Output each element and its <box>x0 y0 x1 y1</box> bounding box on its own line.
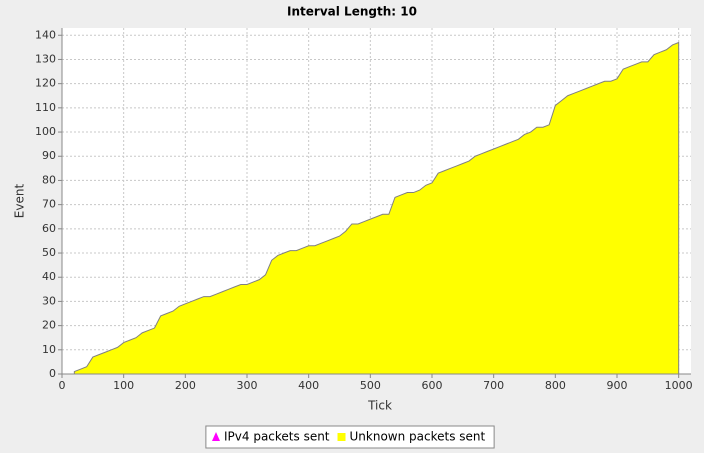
legend-marker <box>212 432 220 441</box>
y-tick-label: 90 <box>42 149 56 162</box>
x-tick-label: 300 <box>237 379 258 392</box>
x-tick-label: 200 <box>175 379 196 392</box>
y-tick-label: 10 <box>42 343 56 356</box>
y-tick-label: 0 <box>49 367 56 380</box>
legend-marker <box>337 433 346 441</box>
y-tick-label: 50 <box>42 246 56 259</box>
area <box>73 41 680 375</box>
y-tick-label: 40 <box>42 270 56 283</box>
x-tick-label: 400 <box>298 379 319 392</box>
x-tick-label: 0 <box>59 379 66 392</box>
y-tick-label: 100 <box>35 125 56 138</box>
legend-box <box>205 425 495 449</box>
legend: IPv4 packets sent Unknown packets sent <box>205 425 495 449</box>
x-tick-label: 100 <box>113 379 134 392</box>
y-tick-label: 120 <box>35 77 56 90</box>
y-tick-label: 20 <box>42 319 56 332</box>
legend-label: Unknown packets sent <box>350 430 486 444</box>
chart-title: Interval Length: 10 <box>287 5 417 19</box>
legend-label: IPv4 packets sent <box>224 430 330 444</box>
x-tick-label: 600 <box>422 379 443 392</box>
y-tick-label: 80 <box>42 173 56 186</box>
y-tick-label: 110 <box>35 101 56 114</box>
x-tick-label: 700 <box>483 379 504 392</box>
y-tick-label: 140 <box>35 28 56 41</box>
x-tick-label: 1000 <box>665 379 693 392</box>
y-tick-label: 130 <box>35 52 56 65</box>
x-tick-label: 500 <box>360 379 381 392</box>
x-tick-label: 800 <box>545 379 566 392</box>
y-tick-label: 30 <box>42 294 56 307</box>
y-axis-label: Event <box>13 184 27 219</box>
x-tick-label: 900 <box>607 379 628 392</box>
y-tick-label: 60 <box>42 222 56 235</box>
x-axis-label: Tick <box>367 399 392 413</box>
y-tick-label: 70 <box>42 198 56 211</box>
